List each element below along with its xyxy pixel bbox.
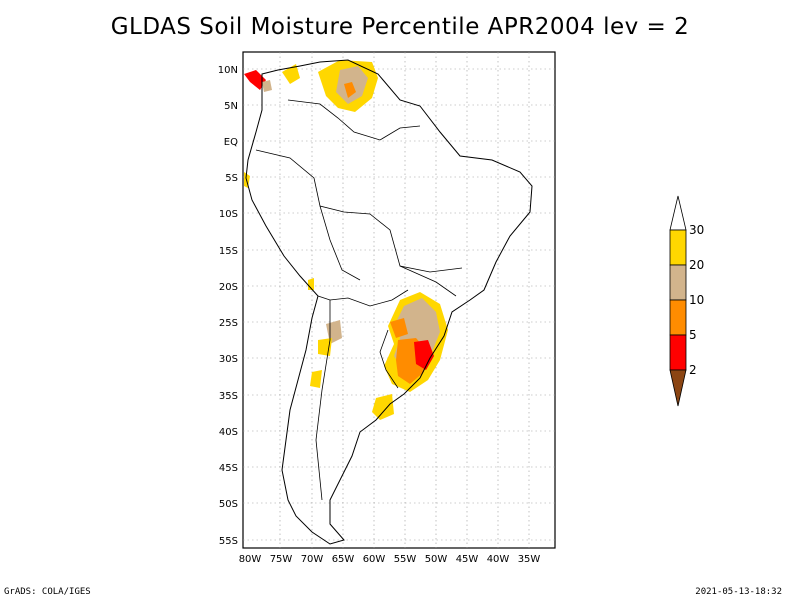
- map-title: GLDAS Soil Moisture Percentile APR2004 l…: [110, 14, 690, 40]
- lat-label: 45S: [219, 463, 238, 474]
- colorbar-bottom-triangle: [669, 369, 687, 407]
- lat-label: 40S: [219, 427, 238, 438]
- lat-label: 30S: [219, 354, 238, 365]
- lon-label: 80W: [239, 554, 262, 565]
- lat-label: 10N: [218, 65, 238, 76]
- lat-label: 50S: [219, 499, 238, 510]
- colorbar-segment-30: [669, 229, 687, 266]
- shade-chile-yellow: [310, 370, 322, 388]
- colorbar-label-10: 10: [689, 293, 705, 307]
- lon-label: 55W: [394, 554, 417, 565]
- lon-label: 35W: [518, 554, 541, 565]
- latitude-labels: 10N 5N EQ 5S 10S 15S 20S 25S 30S 35S 40S…: [218, 65, 238, 547]
- colorbar: [669, 195, 687, 407]
- footer-credit: GrADS: COLA/IGES: [4, 587, 91, 597]
- country-borders: [255, 99, 463, 501]
- map-frame: [242, 51, 556, 549]
- lat-label: 55S: [219, 536, 238, 547]
- shade-south-red: [414, 340, 434, 370]
- lat-label: 5S: [225, 173, 238, 184]
- lon-label: 45W: [456, 554, 479, 565]
- lat-label: EQ: [224, 137, 238, 148]
- colorbar-label-30: 30: [689, 223, 705, 237]
- lon-label: 65W: [332, 554, 355, 565]
- colorbar-segment-20: [669, 264, 687, 301]
- lat-label: 5N: [224, 101, 238, 112]
- shade-buenos-aires-yellow: [372, 394, 394, 420]
- shade-panama-red: [244, 70, 266, 90]
- lon-label: 60W: [363, 554, 386, 565]
- lat-label: 10S: [219, 209, 238, 220]
- colorbar-segment-10: [669, 299, 687, 336]
- lon-label: 75W: [270, 554, 293, 565]
- shade-paraguay-orange: [390, 318, 408, 338]
- colorbar-segment-5: [669, 334, 687, 371]
- colorbar-label-5: 5: [689, 328, 697, 342]
- lat-label: 25S: [219, 318, 238, 329]
- lon-label: 70W: [301, 554, 324, 565]
- lon-label: 40W: [487, 554, 510, 565]
- colorbar-top-triangle: [669, 195, 687, 231]
- shade-panama-tan: [262, 80, 272, 92]
- shade-venezuela-orange: [344, 82, 356, 98]
- lon-label: 50W: [425, 554, 448, 565]
- lat-label: 20S: [219, 282, 238, 293]
- continent-outline: [245, 59, 533, 545]
- shade-colombia-yellow: [282, 64, 300, 84]
- moisture-shading: [244, 60, 448, 420]
- lat-label: 15S: [219, 246, 238, 257]
- colorbar-label-2: 2: [689, 363, 697, 377]
- colorbar-label-20: 20: [689, 258, 705, 272]
- longitude-labels: 80W 75W 70W 65W 60W 55W 50W 45W 40W 35W: [239, 554, 541, 565]
- footer-timestamp: 2021-05-13-18:32: [695, 587, 782, 597]
- lat-label: 35S: [219, 391, 238, 402]
